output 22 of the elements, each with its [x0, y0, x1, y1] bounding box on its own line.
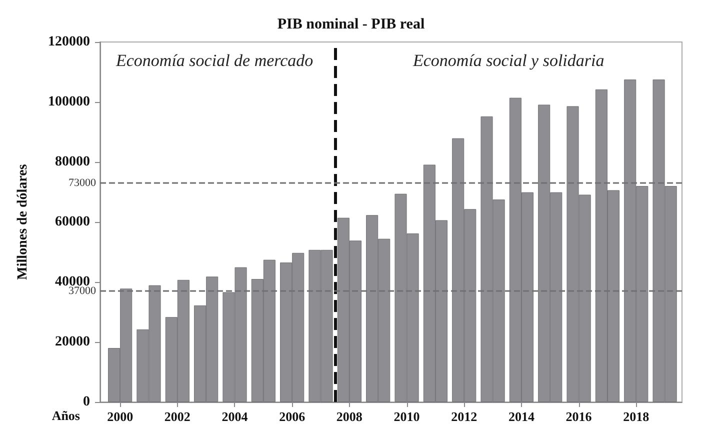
annotation: Economía social de mercado: [115, 51, 314, 70]
y-tick-label: 80000: [55, 154, 90, 170]
y-tick-label: 60000: [55, 214, 90, 230]
y-tick-label: 20000: [55, 334, 90, 350]
y-tick-label: 0: [83, 394, 90, 410]
x-tick-label: 2006: [279, 409, 306, 424]
x-tick-label: 2018: [623, 409, 650, 424]
ref-line-label: 73000: [68, 177, 96, 189]
x-tick-label: 2002: [164, 409, 190, 424]
annotation: Economía social y solidaria: [412, 51, 604, 70]
x-tick-label: 2004: [222, 409, 248, 424]
x-tick-label: 2012: [451, 409, 478, 424]
x-tick-label: 2010: [394, 409, 420, 424]
x-axis-title: Años: [52, 408, 80, 423]
chart-title: PIB nominal - PIB real: [277, 16, 425, 32]
x-tick-label: 2014: [508, 409, 535, 424]
x-tick-label: 2000: [107, 409, 134, 424]
y-tick-label: 100000: [48, 94, 90, 110]
y-axis-title: Millones de dólares: [16, 164, 30, 280]
x-tick-label: 2016: [566, 409, 592, 424]
y-tick-label: 120000: [48, 34, 90, 50]
x-tick-label: 2008: [336, 409, 363, 424]
